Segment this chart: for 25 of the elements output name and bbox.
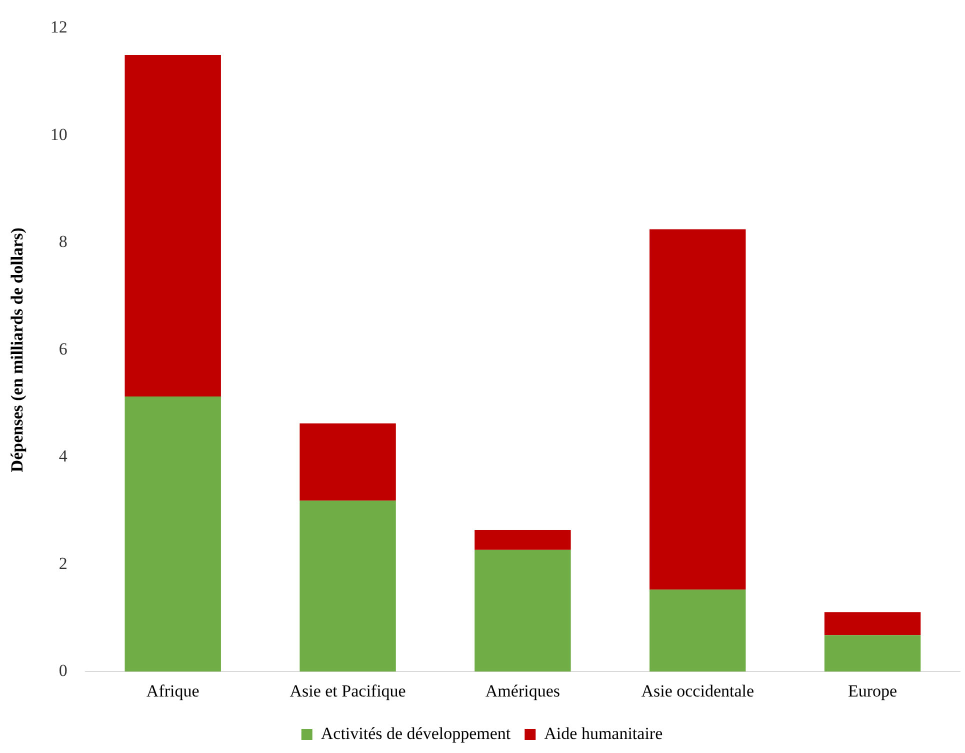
bar: [650, 590, 746, 672]
y-axis-title: Dépenses (en milliards de dollars): [8, 228, 27, 472]
bar: [300, 423, 396, 501]
bar: [124, 396, 221, 672]
x-tick-label: Asie et Pacifique: [290, 681, 406, 700]
y-tick-label: 8: [58, 232, 68, 252]
bar: [300, 500, 396, 672]
bar: [650, 229, 746, 590]
bar: [824, 612, 921, 636]
y-tick-label: 2: [58, 554, 68, 573]
x-tick-label: Europe: [848, 681, 898, 700]
legend-label: Activités de développement: [320, 724, 511, 743]
bar: [824, 635, 921, 672]
y-tick-label: 12: [50, 18, 68, 37]
y-tick-label: 0: [58, 661, 68, 680]
y-tick-label: 10: [50, 124, 68, 144]
y-tick-label: 4: [58, 446, 68, 466]
x-tick-label: Asie occidentale: [641, 681, 754, 700]
x-tick-label: Afrique: [146, 681, 200, 700]
y-tick-label: 6: [58, 339, 68, 358]
x-tick-label: Amériques: [485, 681, 560, 700]
legend-label: Aide humanitaire: [544, 724, 663, 743]
bar: [474, 530, 571, 550]
bar: [474, 550, 571, 672]
bar: [124, 55, 221, 397]
